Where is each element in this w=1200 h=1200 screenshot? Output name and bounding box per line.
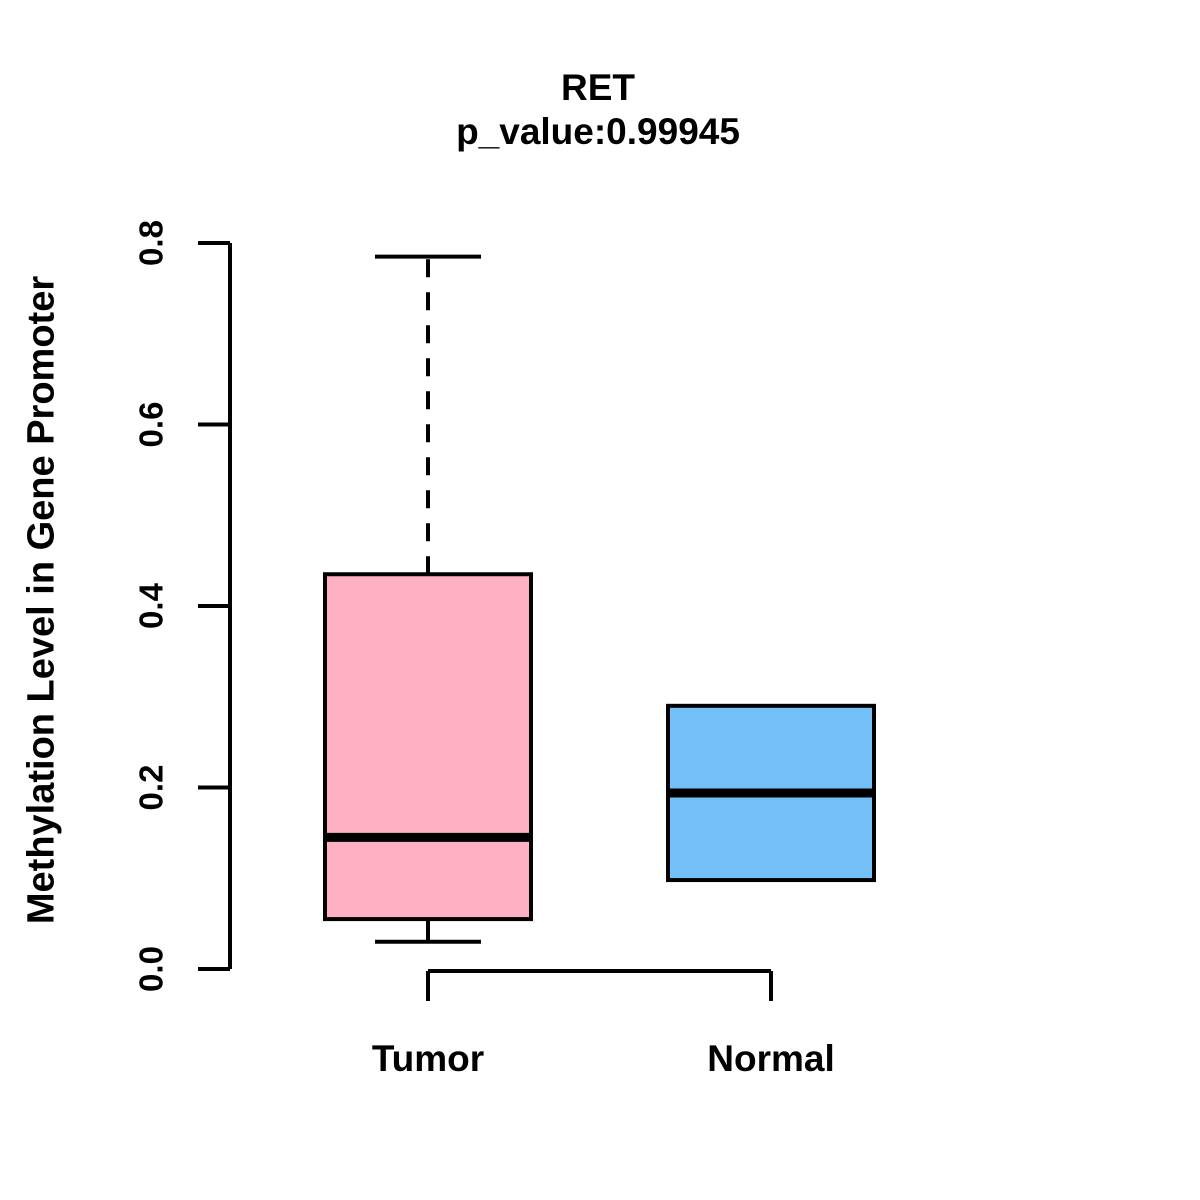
y-tick-label: 0.4 [133,582,170,629]
y-tick-label: 0.6 [133,402,170,448]
x-category-label: Normal [707,1038,834,1079]
y-tick-label: 0.2 [133,765,170,811]
chart-title: RET [561,67,635,108]
x-category-label: Tumor [372,1038,484,1079]
y-tick-label: 0.0 [133,946,170,992]
chart-subtitle: p_value:0.99945 [456,111,740,152]
y-tick-label: 0.8 [133,220,170,266]
y-axis-title: Methylation Level in Gene Promoter [20,275,63,925]
box-tumor [323,572,533,922]
